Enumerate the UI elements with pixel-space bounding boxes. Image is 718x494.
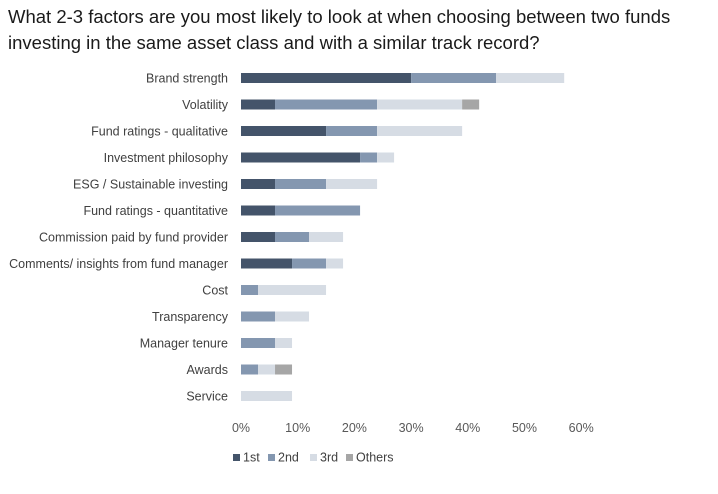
bar-segment-others [462,99,480,110]
bar-segment-3rd [275,338,293,348]
bar-segment-1st [241,126,327,136]
bar-segment-3rd [377,126,463,136]
legend-swatch [310,454,317,461]
category-label: Fund ratings - quantitative [83,204,228,218]
x-tick-label: 10% [285,421,310,435]
category-label: Awards [187,363,228,377]
chart-title-line-1: What 2-3 factors are you most likely to … [8,6,671,27]
bar-segment-2nd [360,152,378,163]
x-tick-label: 20% [342,421,367,435]
bar-segment-3rd [326,179,378,189]
bar-segment-2nd [411,73,497,83]
legend-label: Others [356,451,394,465]
category-label: Comments/ insights from fund manager [9,257,228,271]
bar-segment-2nd [241,285,259,295]
bar-segment-1st [241,205,276,216]
bar-segment-1st [241,152,361,163]
category-label: Cost [202,284,228,298]
category-label: Volatility [182,98,229,112]
legend-swatch [346,454,353,461]
category-label: Transparency [152,310,229,324]
bar-segment-2nd [241,364,259,375]
bar-segment-3rd [326,258,344,269]
category-label: Service [186,390,228,404]
bar-segment-3rd [377,99,463,110]
bar-segment-2nd [275,179,327,189]
bar-segment-1st [241,179,276,189]
legend-label: 3rd [320,451,338,465]
bar-segment-1st [241,232,276,242]
bar-segment-3rd [496,73,565,83]
bar-segment-3rd [258,364,276,375]
bar-segment-2nd [275,232,310,242]
chart-title: What 2-3 factors are you most likely to … [8,4,708,56]
bar-segment-3rd [275,311,310,322]
category-label: Brand strength [146,72,228,86]
x-tick-label: 40% [455,421,480,435]
category-label: Manager tenure [140,337,228,351]
category-label: Fund ratings - qualitative [91,125,228,139]
bar-segment-2nd [326,126,378,136]
x-tick-label: 30% [399,421,424,435]
legend-swatch [233,454,240,461]
x-tick-label: 60% [569,421,594,435]
bar-segment-2nd [241,311,276,322]
legend-label: 1st [243,451,260,465]
bar-segment-2nd [275,99,378,110]
bar-segment-3rd [241,391,293,401]
x-tick-label: 0% [232,421,250,435]
bar-segment-1st [241,258,293,269]
bar-segment-3rd [258,285,327,295]
bar-segment-3rd [309,232,344,242]
category-label: Commission paid by fund provider [39,231,228,245]
category-label: ESG / Sustainable investing [73,178,228,192]
bar-segment-2nd [275,205,361,216]
category-label: Investment philosophy [104,151,229,165]
bar-segment-3rd [377,152,395,163]
legend-label: 2nd [278,451,299,465]
chart-title-line-2: investing in the same asset class and wi… [8,32,540,53]
bar-segment-2nd [241,338,276,348]
bar-segment-others [275,364,293,375]
x-tick-label: 50% [512,421,537,435]
bar-segment-2nd [292,258,327,269]
bar-segment-1st [241,73,412,83]
legend-swatch [268,454,275,461]
bar-segment-1st [241,99,276,110]
